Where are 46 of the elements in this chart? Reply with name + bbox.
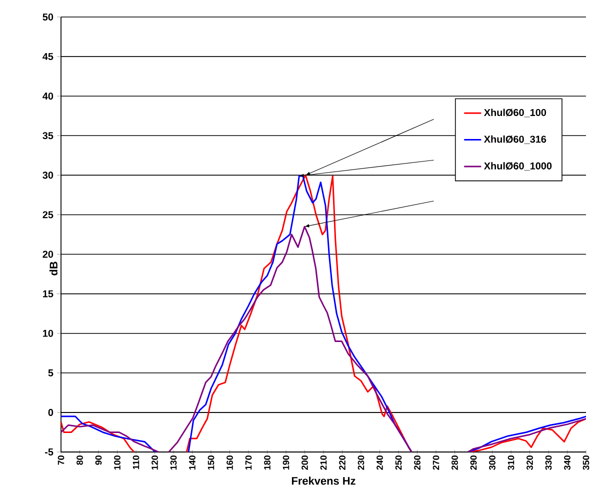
- x-tick-label: 160: [226, 456, 233, 470]
- x-tick-label: 90: [95, 456, 102, 465]
- y-tick-label: 20: [42, 250, 54, 258]
- x-tick-label: 350: [582, 456, 590, 470]
- y-tick-label: 45: [42, 53, 54, 60]
- x-tick-label: 70: [58, 456, 64, 465]
- y-tick-label: 10: [43, 330, 54, 337]
- x-tick-label: 220: [339, 456, 346, 470]
- x-axis-title: Frekvens Hz: [292, 476, 356, 485]
- x-tick-label: 250: [395, 456, 402, 470]
- x-tick-label: 290: [470, 456, 477, 470]
- y-axis-title: dB: [49, 262, 58, 276]
- x-tick-label: 300: [489, 456, 496, 470]
- x-tick-label: 230: [358, 456, 364, 470]
- x-tick-label: 120: [152, 456, 158, 470]
- x-tick-label: 140: [189, 456, 196, 470]
- x-tick-label: 310: [508, 456, 514, 470]
- x-tick-label: 190: [282, 456, 290, 470]
- x-tick-label: 170: [245, 456, 252, 470]
- x-tick-label: 240: [376, 456, 383, 470]
- y-tick-label: 30: [42, 172, 54, 179]
- x-tick-label: 200: [302, 456, 308, 470]
- y-tick-label: 0: [48, 408, 54, 416]
- x-tick-label: 330: [545, 456, 552, 470]
- y-tick-label: 35: [42, 132, 54, 140]
- x-tick-label: 210: [320, 456, 327, 470]
- y-tick-label: 15: [43, 290, 54, 298]
- y-tick-label: 50: [42, 13, 54, 21]
- x-tick-label: 320: [526, 456, 533, 470]
- x-tick-label: 270: [432, 456, 440, 470]
- y-tick-label: 40: [42, 92, 54, 100]
- legend-label: XhulØ60_1000: [484, 162, 552, 171]
- x-tick-label: 150: [208, 456, 214, 470]
- x-tick-label: 260: [414, 456, 420, 470]
- legend-label: XhulØ60_316: [484, 135, 546, 144]
- x-tick-label: 280: [452, 456, 458, 470]
- x-tick-label: 340: [564, 456, 570, 470]
- legend-label: XhulØ60_100: [484, 108, 546, 118]
- y-tick-label: 5: [48, 369, 54, 376]
- x-tick-label: 130: [170, 456, 177, 470]
- y-tick-label: 25: [42, 211, 54, 218]
- x-tick-label: 110: [132, 456, 140, 470]
- x-tick-label: 180: [264, 456, 270, 470]
- x-tick-label: 80: [76, 456, 83, 465]
- y-tick-label: -5: [45, 448, 54, 456]
- x-tick-label: 100: [114, 456, 120, 470]
